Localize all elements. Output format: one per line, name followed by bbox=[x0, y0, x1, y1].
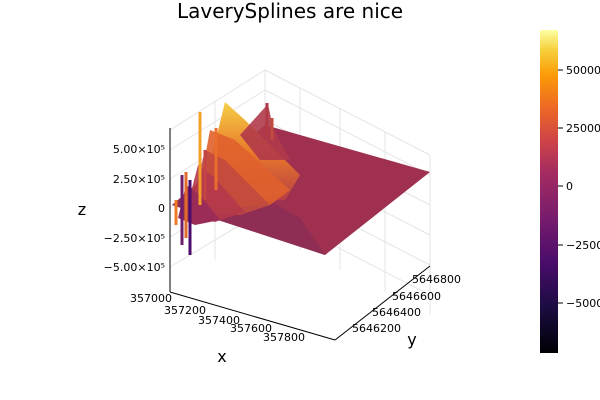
colorbar: 50000 25000 0 −2500 −5000 bbox=[540, 30, 600, 353]
y-tick-label: 5646800 bbox=[412, 273, 461, 286]
x-axis-label: x bbox=[217, 347, 226, 366]
surface-ridges bbox=[178, 102, 300, 225]
colorbar-tick-label: 25000 bbox=[566, 122, 600, 135]
y-tick-label: 5646400 bbox=[372, 306, 421, 319]
z-tick-label: −5.00×10⁵ bbox=[104, 261, 165, 274]
x-axis: 357000 357200 357400 357600 357800 x bbox=[130, 292, 305, 366]
surface-spikes bbox=[174, 103, 274, 255]
x-tick-label: 357800 bbox=[263, 331, 305, 344]
z-tick-label: 5.00×10⁵ bbox=[113, 143, 165, 156]
z-tick-label: 0 bbox=[158, 202, 165, 215]
y-tick-label: 5646600 bbox=[392, 290, 441, 303]
y-tick-label: 5646200 bbox=[352, 322, 401, 335]
x-tick-label: 357600 bbox=[230, 322, 272, 335]
axis-box bbox=[169, 128, 431, 341]
y-axis-label: y bbox=[407, 330, 416, 349]
colorbar-tick-label: 0 bbox=[566, 180, 573, 193]
colorbar-tick-label: 50000 bbox=[566, 64, 600, 77]
x-tick-label: 357200 bbox=[164, 304, 206, 317]
chart-title: LaverySplines are nice bbox=[177, 0, 403, 23]
y-axis: 5646200 5646400 5646600 5646800 y bbox=[352, 273, 461, 349]
x-tick-label: 357000 bbox=[130, 292, 172, 305]
z-tick-label: 2.50×10⁵ bbox=[113, 173, 165, 186]
colorbar-gradient bbox=[540, 30, 558, 353]
z-tick-label: −2.50×10⁵ bbox=[104, 232, 165, 245]
z-axis: 5.00×10⁵ 2.50×10⁵ 0 −2.50×10⁵ −5.00×10⁵ … bbox=[78, 143, 165, 274]
colorbar-tick-label: −5000 bbox=[566, 297, 600, 310]
colorbar-tick-label: −2500 bbox=[566, 239, 600, 252]
z-axis-label: z bbox=[78, 200, 86, 219]
x-tick-label: 357400 bbox=[198, 314, 240, 327]
